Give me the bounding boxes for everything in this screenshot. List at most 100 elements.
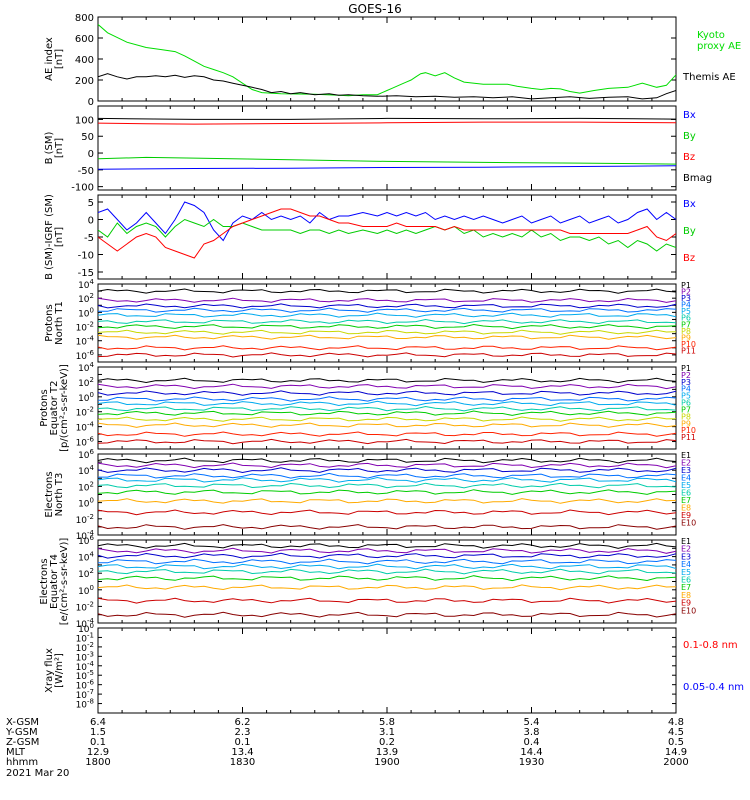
y-tick-label: 10-6: [76, 679, 95, 692]
panel-frame: [97, 194, 677, 280]
tick-exponent: 0: [90, 391, 94, 399]
tick-base: 10: [76, 338, 88, 348]
x-row-label: Y-GSM: [5, 727, 38, 738]
legend-label: Bx: [683, 199, 696, 210]
legend-label: E10: [681, 606, 696, 615]
y-axis-label: North T1: [54, 301, 65, 345]
x-row-value: 1800: [85, 757, 110, 768]
tick-exponent: -4: [87, 617, 95, 625]
tick-base: 10: [76, 424, 88, 434]
series-line-e9: [98, 597, 676, 604]
y-tick-label: 10-3: [76, 650, 94, 663]
panel-xray: 10-810-710-610-510-410-310-210-1100Xray …: [44, 622, 744, 714]
legend-label: E4: [681, 474, 691, 483]
tick-base: 10: [76, 324, 88, 334]
x-row-value: 4.8: [668, 717, 684, 728]
tick-exponent: 4: [90, 464, 95, 472]
x-row-value: 2.3: [235, 727, 251, 738]
tick-base: 10: [76, 603, 88, 613]
x-row-label: Z-GSM: [6, 737, 39, 748]
y-tick-label: 104: [78, 361, 94, 374]
series-line-p11: [98, 438, 676, 445]
x-row-value: 13.9: [376, 747, 398, 758]
legend-label: proxy AE: [697, 41, 741, 52]
panel-bigrf: -15 -10 -5 0 5 B (SM)-IGRF (SM) [nT] Bx By Bz: [44, 194, 696, 280]
x-row-value: 14.4: [520, 747, 542, 758]
y-axis-label: [p/(cm²-s-sr-keV)]: [59, 364, 70, 452]
legend-label: E6: [681, 576, 691, 585]
x-row-value: 14.9: [665, 747, 687, 758]
tick-base: 10: [78, 554, 90, 564]
tick-base: 10: [78, 379, 90, 389]
tick-exponent: 6: [90, 534, 95, 542]
x-row-value: 0.1: [235, 737, 251, 748]
tick-exponent: 0: [90, 584, 94, 592]
legend-label: By: [683, 226, 696, 237]
y-axis-label: [e/(cm²-s-sr-keV)]: [59, 538, 70, 626]
y-axis-label: B (SM): [44, 131, 55, 164]
x-row-value: 1900: [374, 757, 399, 768]
x-row-value: 0.1: [90, 737, 106, 748]
series-line-p1: [98, 288, 676, 294]
legend-label: E3: [681, 466, 691, 475]
tick-exponent: 2: [90, 376, 94, 384]
legend-label: P7: [681, 320, 691, 329]
y-tick-label: 100: [78, 497, 94, 510]
y-tick-label: -10: [78, 251, 94, 262]
y-tick-label: 10-2: [76, 321, 94, 334]
legend-label: P4: [681, 385, 691, 394]
series-line-p8: [98, 329, 676, 335]
tick-base: 10: [78, 309, 90, 319]
panel-frame: [97, 627, 677, 714]
series-line-e8: [98, 584, 676, 591]
tick-base: 10: [78, 483, 90, 493]
series-line-e2: [98, 462, 676, 469]
series-line-e1: [98, 457, 676, 464]
series-line-e5: [98, 476, 676, 483]
tick-base: 10: [78, 625, 90, 635]
tick-base: 10: [76, 691, 88, 701]
series-line-p6: [98, 405, 676, 412]
tick-base: 10: [76, 634, 88, 644]
y-tick-label: 0: [88, 216, 94, 227]
tick-exponent: -4: [87, 335, 95, 343]
series-line-e3: [98, 467, 676, 474]
legend-label: Bx: [683, 110, 696, 121]
series-line-e9: [98, 509, 676, 516]
x-row-value: 3.8: [524, 727, 540, 738]
tick-exponent: -6: [87, 679, 95, 687]
tick-exponent: -2: [87, 513, 94, 521]
series-line-e4: [98, 472, 676, 479]
y-tick-label: -100: [71, 183, 94, 194]
legend-label: By: [683, 131, 696, 142]
legend-label: 0.05-0.4 nm: [683, 682, 744, 693]
y-axis-label: North T3: [54, 473, 65, 517]
y-axis-label: Electrons: [44, 471, 55, 517]
legend-label: E9: [681, 599, 691, 608]
tick-exponent: -2: [87, 641, 94, 649]
y-tick-label: 102: [78, 480, 94, 493]
series-line-themis-ae: [98, 73, 676, 100]
chart-title: GOES-16: [348, 2, 402, 16]
tick-exponent: -1: [87, 631, 94, 639]
tick-base: 10: [78, 587, 90, 597]
series-line-e7: [98, 489, 676, 495]
legend-label: 0.1-0.8 nm: [683, 640, 738, 651]
tick-base: 10: [78, 500, 90, 510]
y-tick-label: 104: [78, 464, 94, 477]
legend-label: E5: [681, 568, 691, 577]
y-tick-label: 106: [78, 534, 94, 547]
tick-exponent: -3: [87, 650, 94, 658]
series-line-e5: [98, 563, 676, 570]
x-row-value: 13.4: [231, 747, 253, 758]
tick-exponent: -7: [87, 688, 94, 696]
x-row-value: 0.2: [379, 737, 395, 748]
tick-exponent: 2: [90, 292, 94, 300]
y-tick-label: 50: [81, 132, 94, 143]
series-line-bmag: [98, 117, 676, 120]
y-tick-label: 10-2: [76, 406, 94, 419]
y-tick-label: -15: [78, 268, 94, 279]
y-tick-label: 104: [78, 278, 94, 291]
legend-label: P1: [681, 281, 691, 290]
legend-label: E10: [681, 519, 696, 528]
